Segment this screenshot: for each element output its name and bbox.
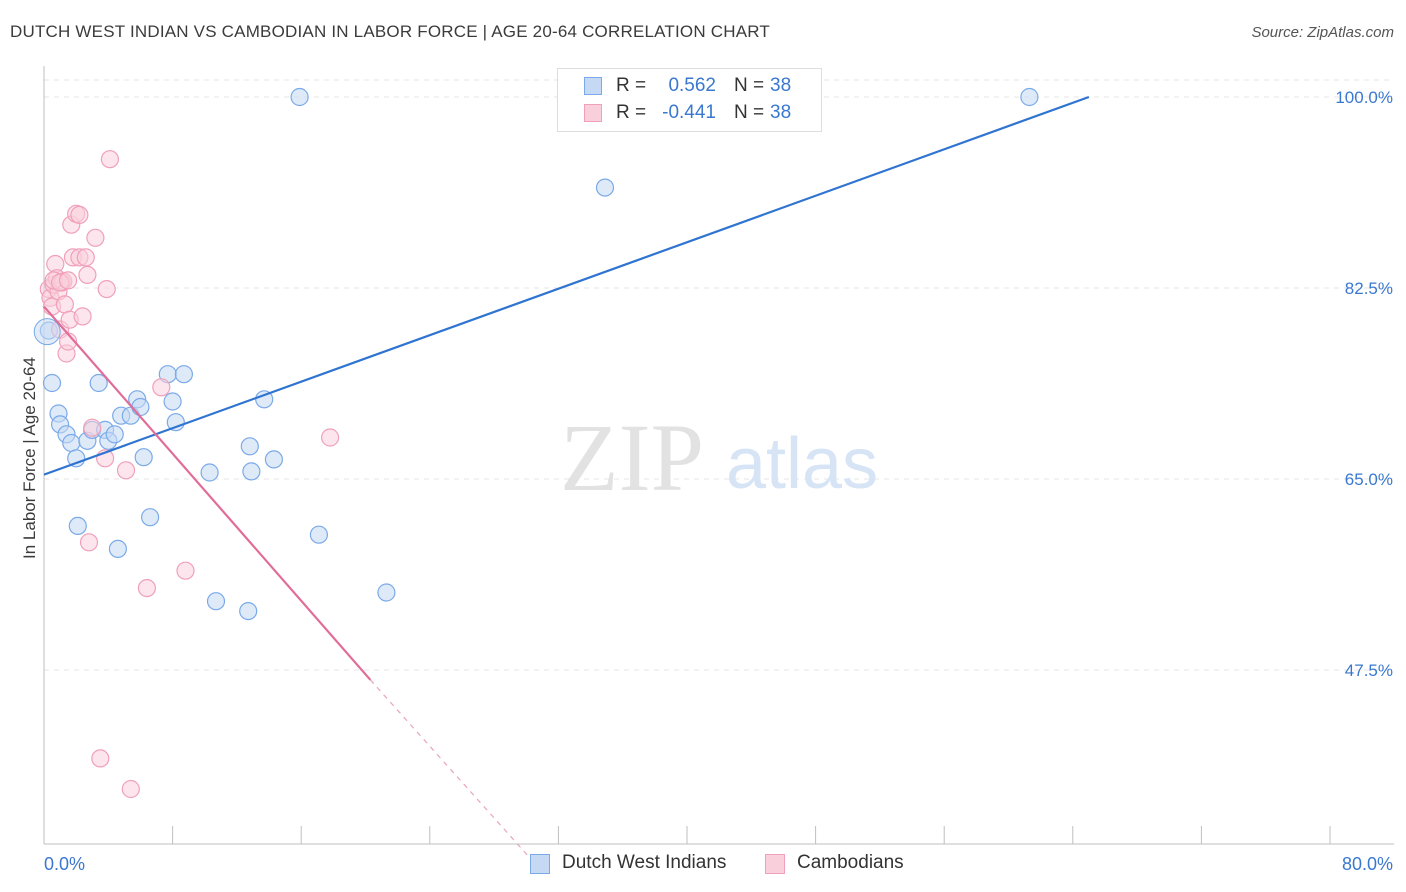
cambodian-point [152, 378, 171, 397]
dutch-west-indian-point [134, 448, 153, 467]
legend-row-dutch: R = 0.562 N = 38 [558, 73, 821, 99]
legend-swatch-blue [530, 854, 550, 874]
axes [43, 66, 1394, 845]
cambodian-point [58, 271, 78, 290]
cambodian-point [137, 578, 156, 598]
cambodian-point [91, 749, 110, 768]
gridlines [44, 79, 1394, 671]
legend-swatch-blue [584, 77, 602, 95]
data-points [33, 87, 1039, 799]
cambodian-point [176, 561, 195, 580]
dutch-west-indian-point [42, 373, 62, 393]
watermark: ZIP atlas [560, 404, 878, 511]
legend-n-label: N = [734, 75, 765, 96]
tick-labels: 47.5% 65.0% 82.5% 100.0% 0.0% 80.0% [44, 88, 1393, 874]
cambodian-point [100, 150, 120, 169]
cambodian-point [86, 228, 105, 247]
watermark-atlas: atlas [726, 424, 878, 504]
dutch-west-indian-point [62, 433, 81, 453]
cambodian-trendline-extension [369, 679, 534, 862]
dutch-west-indian-point [309, 525, 328, 544]
dutch-west-indian-point [33, 318, 61, 346]
cambodian-point [73, 307, 92, 326]
legend-swatch-pink [584, 104, 602, 122]
dutch-west-indian-point [595, 178, 615, 197]
legend-row-cambodian: R = -0.441 N = 38 [558, 100, 821, 126]
dutch-west-indian-point [255, 390, 274, 409]
cambodian-point [83, 418, 102, 437]
correlation-legend: R = 0.562 N = 38 R = -0.441 N = 38 [557, 68, 822, 132]
legend-swatch-pink [765, 854, 785, 874]
y-tick-label: 100.0% [1335, 88, 1393, 107]
legend-n-value: 38 [770, 102, 792, 123]
cambodian-point [121, 779, 140, 799]
cambodian-point [97, 280, 116, 299]
legend-r-label: R = [616, 102, 647, 123]
dutch-west-indian-point [290, 87, 309, 107]
x-tick-label: 0.0% [44, 854, 85, 874]
dutch-west-indian-point [163, 392, 182, 411]
watermark-zip: ZIP [560, 404, 704, 511]
cambodian-point [79, 533, 99, 552]
legend-n-label: N = [734, 102, 765, 123]
dutch-west-indian-point [264, 450, 283, 469]
dutch-west-indian-point [105, 425, 124, 444]
dutch-west-indian-point [108, 539, 128, 559]
legend-label: Dutch West Indians [562, 852, 727, 873]
dutch-west-indian-point [240, 437, 259, 456]
trend-lines [43, 95, 1090, 862]
legend-r-label: R = [616, 75, 647, 96]
cambodian-point [76, 248, 95, 267]
chart-title: DUTCH WEST INDIAN VS CAMBODIAN IN LABOR … [10, 22, 770, 41]
legend-label: Cambodians [797, 852, 904, 873]
source-label: Source: ZipAtlas.com [1251, 24, 1394, 41]
dutch-west-indian-point [1020, 87, 1039, 107]
legend-r-value: -0.441 [662, 102, 716, 123]
dutch-west-indian-point [89, 373, 108, 393]
dutch-west-indian-point [68, 516, 87, 536]
dutch-west-indian-point [174, 365, 193, 384]
y-tick-label: 65.0% [1345, 470, 1393, 489]
cambodian-point [55, 295, 75, 314]
dutch-west-indian-point [200, 463, 219, 482]
x-tick-label: 80.0% [1342, 854, 1393, 874]
dutch-west-indian-point [242, 462, 261, 481]
cambodian-trendline [43, 305, 372, 681]
cambodian-point [78, 265, 97, 284]
dutch-west-indian-point [239, 601, 258, 621]
cambodian-point [70, 205, 89, 224]
legend-r-value: 0.562 [668, 75, 716, 96]
dutch-west-indian-point [206, 592, 226, 611]
dutch-west-indian-trendline [43, 95, 1090, 476]
y-tick-label: 82.5% [1345, 279, 1393, 298]
cambodian-point [321, 428, 340, 447]
cambodian-point [116, 461, 136, 480]
dutch-west-indian-point [377, 583, 396, 602]
dutch-west-indian-point [131, 397, 150, 417]
dutch-west-indian-point [141, 508, 160, 527]
y-tick-label: 47.5% [1345, 661, 1393, 680]
legend-n-value: 38 [770, 75, 792, 96]
